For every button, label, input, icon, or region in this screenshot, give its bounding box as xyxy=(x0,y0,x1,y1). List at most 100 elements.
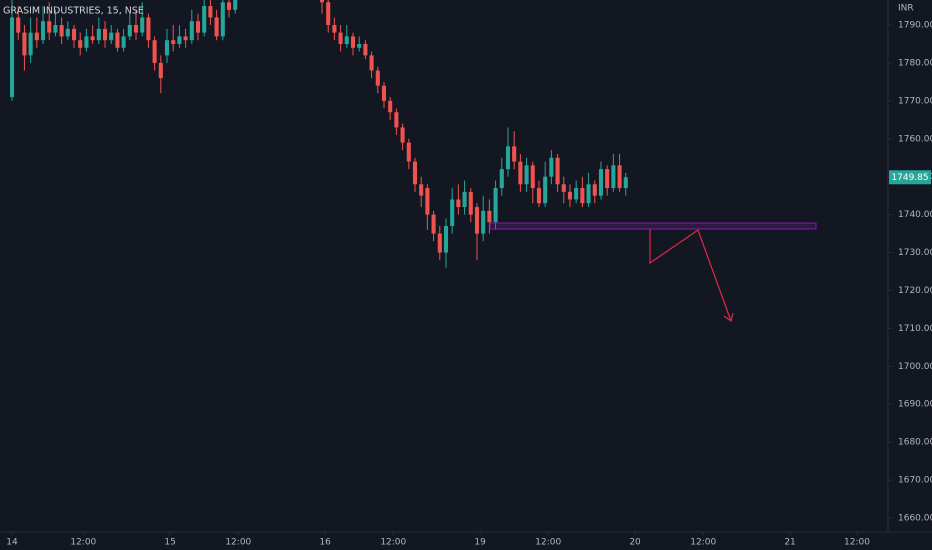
candle-body xyxy=(505,146,511,170)
x-tick-label: 12:00 xyxy=(535,538,561,548)
candle-body xyxy=(611,165,616,189)
candle-body xyxy=(164,40,170,56)
y-tick-label: 1780.00 xyxy=(898,58,932,68)
currency-label: INR xyxy=(898,4,914,14)
candle-body xyxy=(474,207,480,234)
candle-body xyxy=(195,21,201,33)
candle-body xyxy=(34,32,39,41)
candle-body xyxy=(499,169,504,189)
candle-body xyxy=(512,146,517,162)
candle-body xyxy=(524,165,529,185)
candle-body xyxy=(530,165,535,189)
candle-body xyxy=(487,210,492,223)
candle-body xyxy=(158,62,163,79)
candle-body xyxy=(623,177,628,189)
last-price-box xyxy=(889,170,931,185)
candle-body xyxy=(357,43,362,48)
candle-body xyxy=(425,188,430,215)
candle-body xyxy=(177,36,182,44)
candle-body xyxy=(183,36,188,41)
x-tick-label: 16 xyxy=(319,538,331,548)
candle-body xyxy=(617,165,622,189)
candle-body xyxy=(481,210,486,234)
candle-body xyxy=(202,6,207,33)
candle-body xyxy=(146,17,151,41)
y-tick-label: 1720.00 xyxy=(898,286,932,296)
candle-body xyxy=(468,191,473,215)
candle-body xyxy=(344,36,349,44)
candle-body xyxy=(493,188,498,223)
candle-body xyxy=(419,184,424,196)
x-tick-label: 12:00 xyxy=(380,538,406,548)
candle-body xyxy=(28,32,33,56)
x-tick-label: 19 xyxy=(474,538,486,548)
candles xyxy=(9,0,628,268)
candle-body xyxy=(71,28,77,41)
y-tick-label: 1670.00 xyxy=(898,476,932,486)
candle-body xyxy=(580,188,585,204)
candle-body xyxy=(363,43,368,56)
y-tick-label: 1770.00 xyxy=(898,96,932,106)
y-tick-label: 1730.00 xyxy=(898,248,932,258)
x-tick-label: 14 xyxy=(6,538,18,548)
candle-body xyxy=(388,100,393,113)
candle-body xyxy=(121,36,126,48)
candle-body xyxy=(233,0,238,10)
candle-body xyxy=(220,2,225,37)
candle-body xyxy=(189,21,194,41)
x-tick-label: 12:00 xyxy=(70,538,96,548)
candle-body xyxy=(84,36,89,48)
candle-body xyxy=(90,36,95,41)
candle-body xyxy=(567,191,573,200)
candle-body xyxy=(450,199,455,226)
candle-body xyxy=(332,25,337,33)
candle-body xyxy=(319,0,325,3)
candle-body xyxy=(171,40,176,44)
candle-body xyxy=(518,161,523,185)
candle-body xyxy=(109,32,114,41)
candle-body xyxy=(561,184,566,192)
candle-body xyxy=(592,184,597,196)
candle-body xyxy=(406,142,411,162)
candle-body xyxy=(369,55,374,71)
candle-body xyxy=(96,28,101,41)
candle-body xyxy=(16,17,21,33)
chart-title: GRASIM INDUSTRIES, 15, NSE xyxy=(3,6,144,17)
candle-body xyxy=(102,28,108,41)
candle-body xyxy=(214,17,219,37)
y-tick-label: 1710.00 xyxy=(898,324,932,334)
candle-body xyxy=(381,85,387,101)
candle-body xyxy=(127,25,132,37)
y-tick-label: 1660.00 xyxy=(898,513,932,523)
candle-body xyxy=(140,17,145,33)
y-tick-label: 1740.00 xyxy=(898,210,932,220)
candle-body xyxy=(555,157,560,185)
candle-body xyxy=(152,40,157,63)
candle-body xyxy=(47,21,52,33)
arrow-head xyxy=(723,312,734,323)
candle-body xyxy=(226,2,232,10)
candle-body xyxy=(549,157,554,177)
candle-body xyxy=(338,32,343,44)
y-tick-label: 1790.00 xyxy=(898,21,932,31)
candle-body xyxy=(394,112,399,128)
candle-body xyxy=(22,32,27,56)
candle-body xyxy=(456,199,461,208)
candle-body xyxy=(78,40,83,48)
candle-body xyxy=(400,127,405,143)
x-tick-label: 12:00 xyxy=(225,538,251,548)
candle-body xyxy=(574,188,579,200)
candle-body xyxy=(605,169,610,189)
y-tick-label: 1700.00 xyxy=(898,362,932,372)
candle-body xyxy=(598,169,604,196)
x-tick-label: 21 xyxy=(784,538,795,548)
candle-body xyxy=(133,25,139,33)
candle-body xyxy=(59,25,64,37)
candle-body xyxy=(326,2,331,26)
candle-body xyxy=(437,233,442,253)
candle-body xyxy=(53,25,58,33)
candle-body xyxy=(431,214,436,234)
zone-rectangle xyxy=(489,222,817,230)
